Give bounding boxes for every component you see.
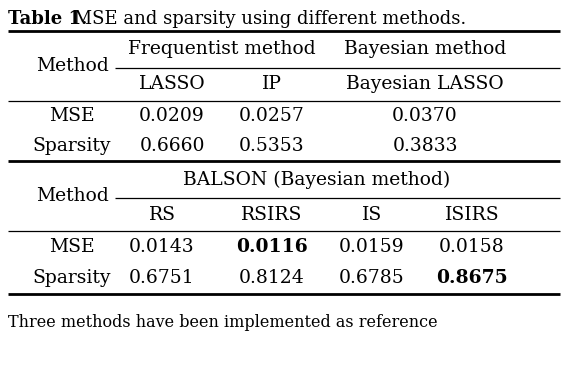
Text: MSE: MSE: [49, 107, 95, 125]
Text: RSIRS: RSIRS: [241, 205, 303, 223]
Text: 0.5353: 0.5353: [239, 137, 305, 155]
Text: IS: IS: [362, 205, 382, 223]
Text: ISIRS: ISIRS: [445, 205, 499, 223]
Text: Three methods have been implemented as reference: Three methods have been implemented as r…: [8, 314, 437, 331]
Text: 0.8124: 0.8124: [239, 269, 305, 287]
Text: RS: RS: [148, 205, 176, 223]
Text: MSE: MSE: [49, 238, 95, 256]
Text: 0.0370: 0.0370: [392, 107, 458, 125]
Text: 0.6660: 0.6660: [139, 137, 204, 155]
Text: 0.0158: 0.0158: [439, 238, 505, 256]
Text: IP: IP: [262, 76, 282, 93]
Text: BALSON (Bayesian method): BALSON (Bayesian method): [183, 170, 450, 189]
Text: 0.0209: 0.0209: [139, 107, 205, 125]
Text: 0.6751: 0.6751: [129, 269, 195, 287]
Text: Bayesian LASSO: Bayesian LASSO: [346, 76, 504, 93]
Text: 0.8675: 0.8675: [436, 269, 508, 287]
Text: 0.0116: 0.0116: [236, 238, 308, 256]
Text: Bayesian method: Bayesian method: [344, 41, 506, 59]
Text: 0.0143: 0.0143: [129, 238, 195, 256]
Text: Frequentist method: Frequentist method: [128, 41, 316, 59]
Text: Sparsity: Sparsity: [33, 269, 111, 287]
Text: 0.0159: 0.0159: [339, 238, 405, 256]
Text: 0.3833: 0.3833: [392, 137, 458, 155]
Text: 0.0257: 0.0257: [239, 107, 305, 125]
Text: 0.6785: 0.6785: [339, 269, 405, 287]
Text: Method: Method: [36, 57, 108, 75]
Text: Method: Method: [36, 187, 108, 205]
Text: MSE and sparsity using different methods.: MSE and sparsity using different methods…: [68, 10, 466, 28]
Text: Table 1.: Table 1.: [8, 10, 87, 28]
Text: LASSO: LASSO: [139, 76, 205, 93]
Text: Sparsity: Sparsity: [33, 137, 111, 155]
